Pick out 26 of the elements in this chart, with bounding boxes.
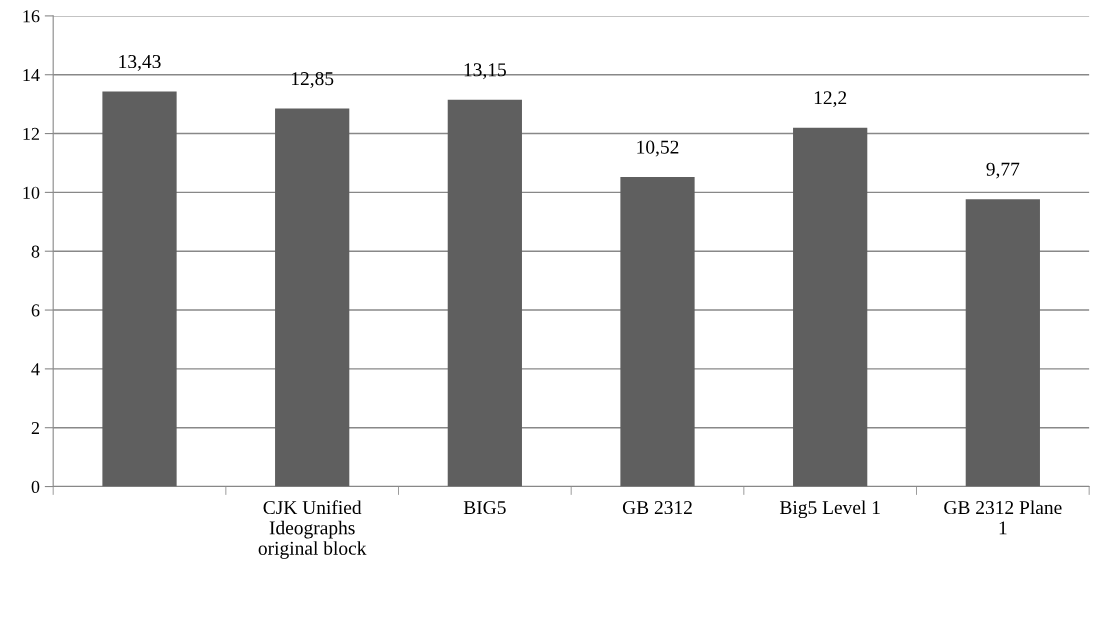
x-tick-label: CJK Unified Ideographs original block [258, 500, 367, 559]
bar [102, 91, 177, 487]
x-tick-label: GB 2312 [622, 501, 692, 515]
y-tick-label: 12 [23, 127, 39, 140]
y-tick-label: 2 [31, 422, 39, 434]
data-label: 12,85 [292, 72, 334, 88]
y-tick-label: 0 [31, 480, 40, 493]
bar [965, 199, 1040, 487]
y-tick-label: 16 [23, 10, 40, 23]
x-tick-label: GB 2312 Plane 1 [944, 500, 1062, 535]
data-label: 9,77 [986, 162, 1020, 179]
data-label: 13,43 [119, 55, 161, 71]
y-tick-label: 14 [23, 69, 40, 81]
y-tick-label: 10 [23, 186, 40, 199]
data-label: 10,52 [637, 140, 679, 157]
bar [793, 127, 868, 487]
y-tick-label: 4 [31, 363, 40, 376]
bar [275, 108, 350, 487]
bar [447, 99, 522, 487]
x-tick-label: Big5 Level 1 [779, 500, 880, 519]
data-label: 13,15 [464, 63, 506, 80]
bar [620, 177, 695, 487]
y-tick-label: 6 [31, 304, 40, 317]
y-tick-label: 8 [31, 245, 40, 258]
data-label: 12,2 [814, 91, 847, 108]
x-tick-label: BIG5 [463, 501, 506, 515]
